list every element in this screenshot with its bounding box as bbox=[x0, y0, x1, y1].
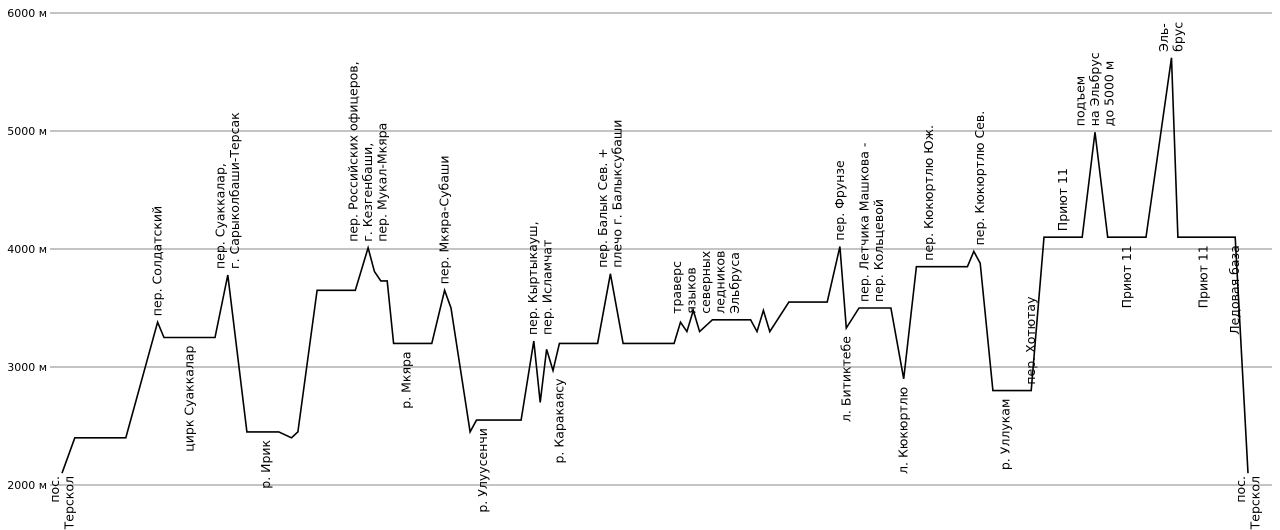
annotation-line: пер. Хотютау bbox=[1023, 296, 1038, 385]
annotation-label: Эль-брус bbox=[1156, 22, 1186, 52]
annotation-line: р. Мкяра bbox=[398, 351, 413, 408]
annotation-line: брус bbox=[1171, 22, 1186, 52]
annotation-line: пер. Суаккалар, bbox=[213, 163, 228, 269]
annotation-line: Терскол bbox=[61, 476, 76, 530]
y-tick-label: 4000 м bbox=[7, 243, 47, 256]
annotation-line: пер. Мкяра-Субаши bbox=[437, 156, 452, 285]
annotation-line: пер. Солдатский bbox=[150, 206, 165, 316]
annotation-line: Эльбруса bbox=[727, 252, 742, 314]
annotation-label: пер. Фрунзе bbox=[832, 160, 847, 241]
annotation-line: пер. Балык Сев. + bbox=[595, 148, 610, 268]
annotation-line: северных bbox=[698, 251, 713, 314]
annotation-line: цирк Суаккалар bbox=[182, 345, 197, 451]
annotation-line: Терскол bbox=[1247, 476, 1262, 530]
annotation-line: Приют 11 bbox=[1055, 168, 1070, 231]
annotation-line: пер. Фрунзе bbox=[832, 160, 847, 241]
annotation-label: л. Кюкюртлю bbox=[896, 387, 911, 474]
annotation-line: Приют 11 bbox=[1119, 245, 1134, 308]
annotation-line: г. Кезгенбаши, bbox=[360, 143, 375, 242]
annotation-label: р. Мкяра bbox=[398, 351, 413, 408]
annotation-line: пер. Мукал-Мкяра bbox=[375, 123, 390, 242]
annotation-line: пер. Летчика Машкова - bbox=[857, 143, 872, 302]
annotation-label: подъемна Эльбрусдо 5000 м bbox=[1073, 52, 1117, 126]
annotation-label: Ледовая база bbox=[1227, 245, 1242, 335]
annotation-line: пер. Кюкюртлю Сев. bbox=[972, 111, 987, 246]
annotation-label: траверсязыковсеверныхледниковЭльбруса bbox=[669, 251, 742, 314]
annotation-label: р. Уллукам bbox=[998, 399, 1013, 471]
annotation-label: пос.Терскол bbox=[1233, 476, 1263, 530]
annotation-label: пер. Балык Сев. +плечо г. Балыксубаши bbox=[595, 120, 625, 268]
annotation-line: р. Уллукам bbox=[998, 399, 1013, 471]
annotation-line: р. Каракаясу bbox=[551, 378, 566, 464]
annotation-line: р. Улуусенчи bbox=[475, 428, 490, 513]
annotation-line: л. Битиктебе bbox=[838, 336, 853, 422]
annotation-line: языков bbox=[684, 267, 699, 314]
annotation-label: Приют 11 bbox=[1195, 245, 1210, 308]
annotation-line: до 5000 м bbox=[1102, 61, 1117, 126]
annotation-label: цирк Суаккалар bbox=[182, 345, 197, 451]
grid-lines bbox=[50, 12, 1272, 486]
annotation-label: л. Битиктебе bbox=[838, 336, 853, 422]
annotation-label: пер. Российских офицеров,г. Кезгенбаши,п… bbox=[346, 61, 390, 241]
y-tick-label: 3000 м bbox=[7, 361, 47, 374]
annotation-label: пос.Терскол bbox=[47, 476, 77, 530]
annotation-line: ледников bbox=[713, 251, 728, 314]
annotation-label: пер. Летчика Машкова -пер. Кольцевой bbox=[857, 143, 887, 302]
elevation-profile-line bbox=[61, 57, 1249, 474]
annotation-label: р. Ирик bbox=[258, 439, 273, 488]
annotation-label: пер. Кюкюртлю Сев. bbox=[972, 111, 987, 246]
annotation-line: плечо г. Балыксубаши bbox=[610, 120, 625, 268]
y-tick-label: 6000 м bbox=[7, 7, 47, 20]
annotation-label: пер. Кыртыкауш,пер. Исламчат bbox=[525, 221, 555, 335]
y-axis-labels: 2000 м 3000 м 4000 м 5000 м 6000 м bbox=[7, 7, 47, 492]
annotation-line: л. Кюкюртлю bbox=[896, 387, 911, 474]
y-tick-label: 5000 м bbox=[7, 125, 47, 138]
annotation-line: пер. Исламчат bbox=[540, 240, 555, 335]
y-tick-label: 2000 м bbox=[7, 479, 47, 492]
annotation-label: пер. Солдатский bbox=[150, 206, 165, 316]
annotation-label: Приют 11 bbox=[1055, 168, 1070, 231]
annotation-line: пос. bbox=[1233, 476, 1248, 503]
annotation-line: пер. Кольцевой bbox=[871, 199, 886, 302]
annotation-label: пер. Мкяра-Субаши bbox=[437, 156, 452, 285]
annotation-line: г. Сарыколбаши-Терсак bbox=[227, 112, 242, 269]
annotation-line: на Эльбрус bbox=[1087, 52, 1102, 126]
annotation-line: пер. Кюкюртлю Юж. bbox=[921, 125, 936, 261]
annotation-line: Ледовая база bbox=[1227, 245, 1242, 335]
annotation-line: Приют 11 bbox=[1195, 245, 1210, 308]
annotation-line: подъем bbox=[1073, 76, 1088, 126]
annotation-line: пос. bbox=[47, 476, 62, 503]
annotation-label: Приют 11 bbox=[1119, 245, 1134, 308]
annotation-label: пер. Хотютау bbox=[1023, 296, 1038, 385]
annotation-label: пер. Суаккалар,г. Сарыколбаши-Терсак bbox=[213, 112, 243, 269]
annotation-label: р. Улуусенчи bbox=[475, 428, 490, 513]
annotation-line: траверс bbox=[669, 261, 684, 314]
annotation-label: пер. Кюкюртлю Юж. bbox=[921, 125, 936, 261]
annotation-line: Эль- bbox=[1156, 23, 1171, 52]
annotation-line: пер. Кыртыкауш, bbox=[525, 221, 540, 335]
annotation-line: р. Ирик bbox=[258, 439, 273, 488]
annotation-line: пер. Российских офицеров, bbox=[346, 61, 361, 241]
annotation-label: р. Каракаясу bbox=[551, 378, 566, 464]
